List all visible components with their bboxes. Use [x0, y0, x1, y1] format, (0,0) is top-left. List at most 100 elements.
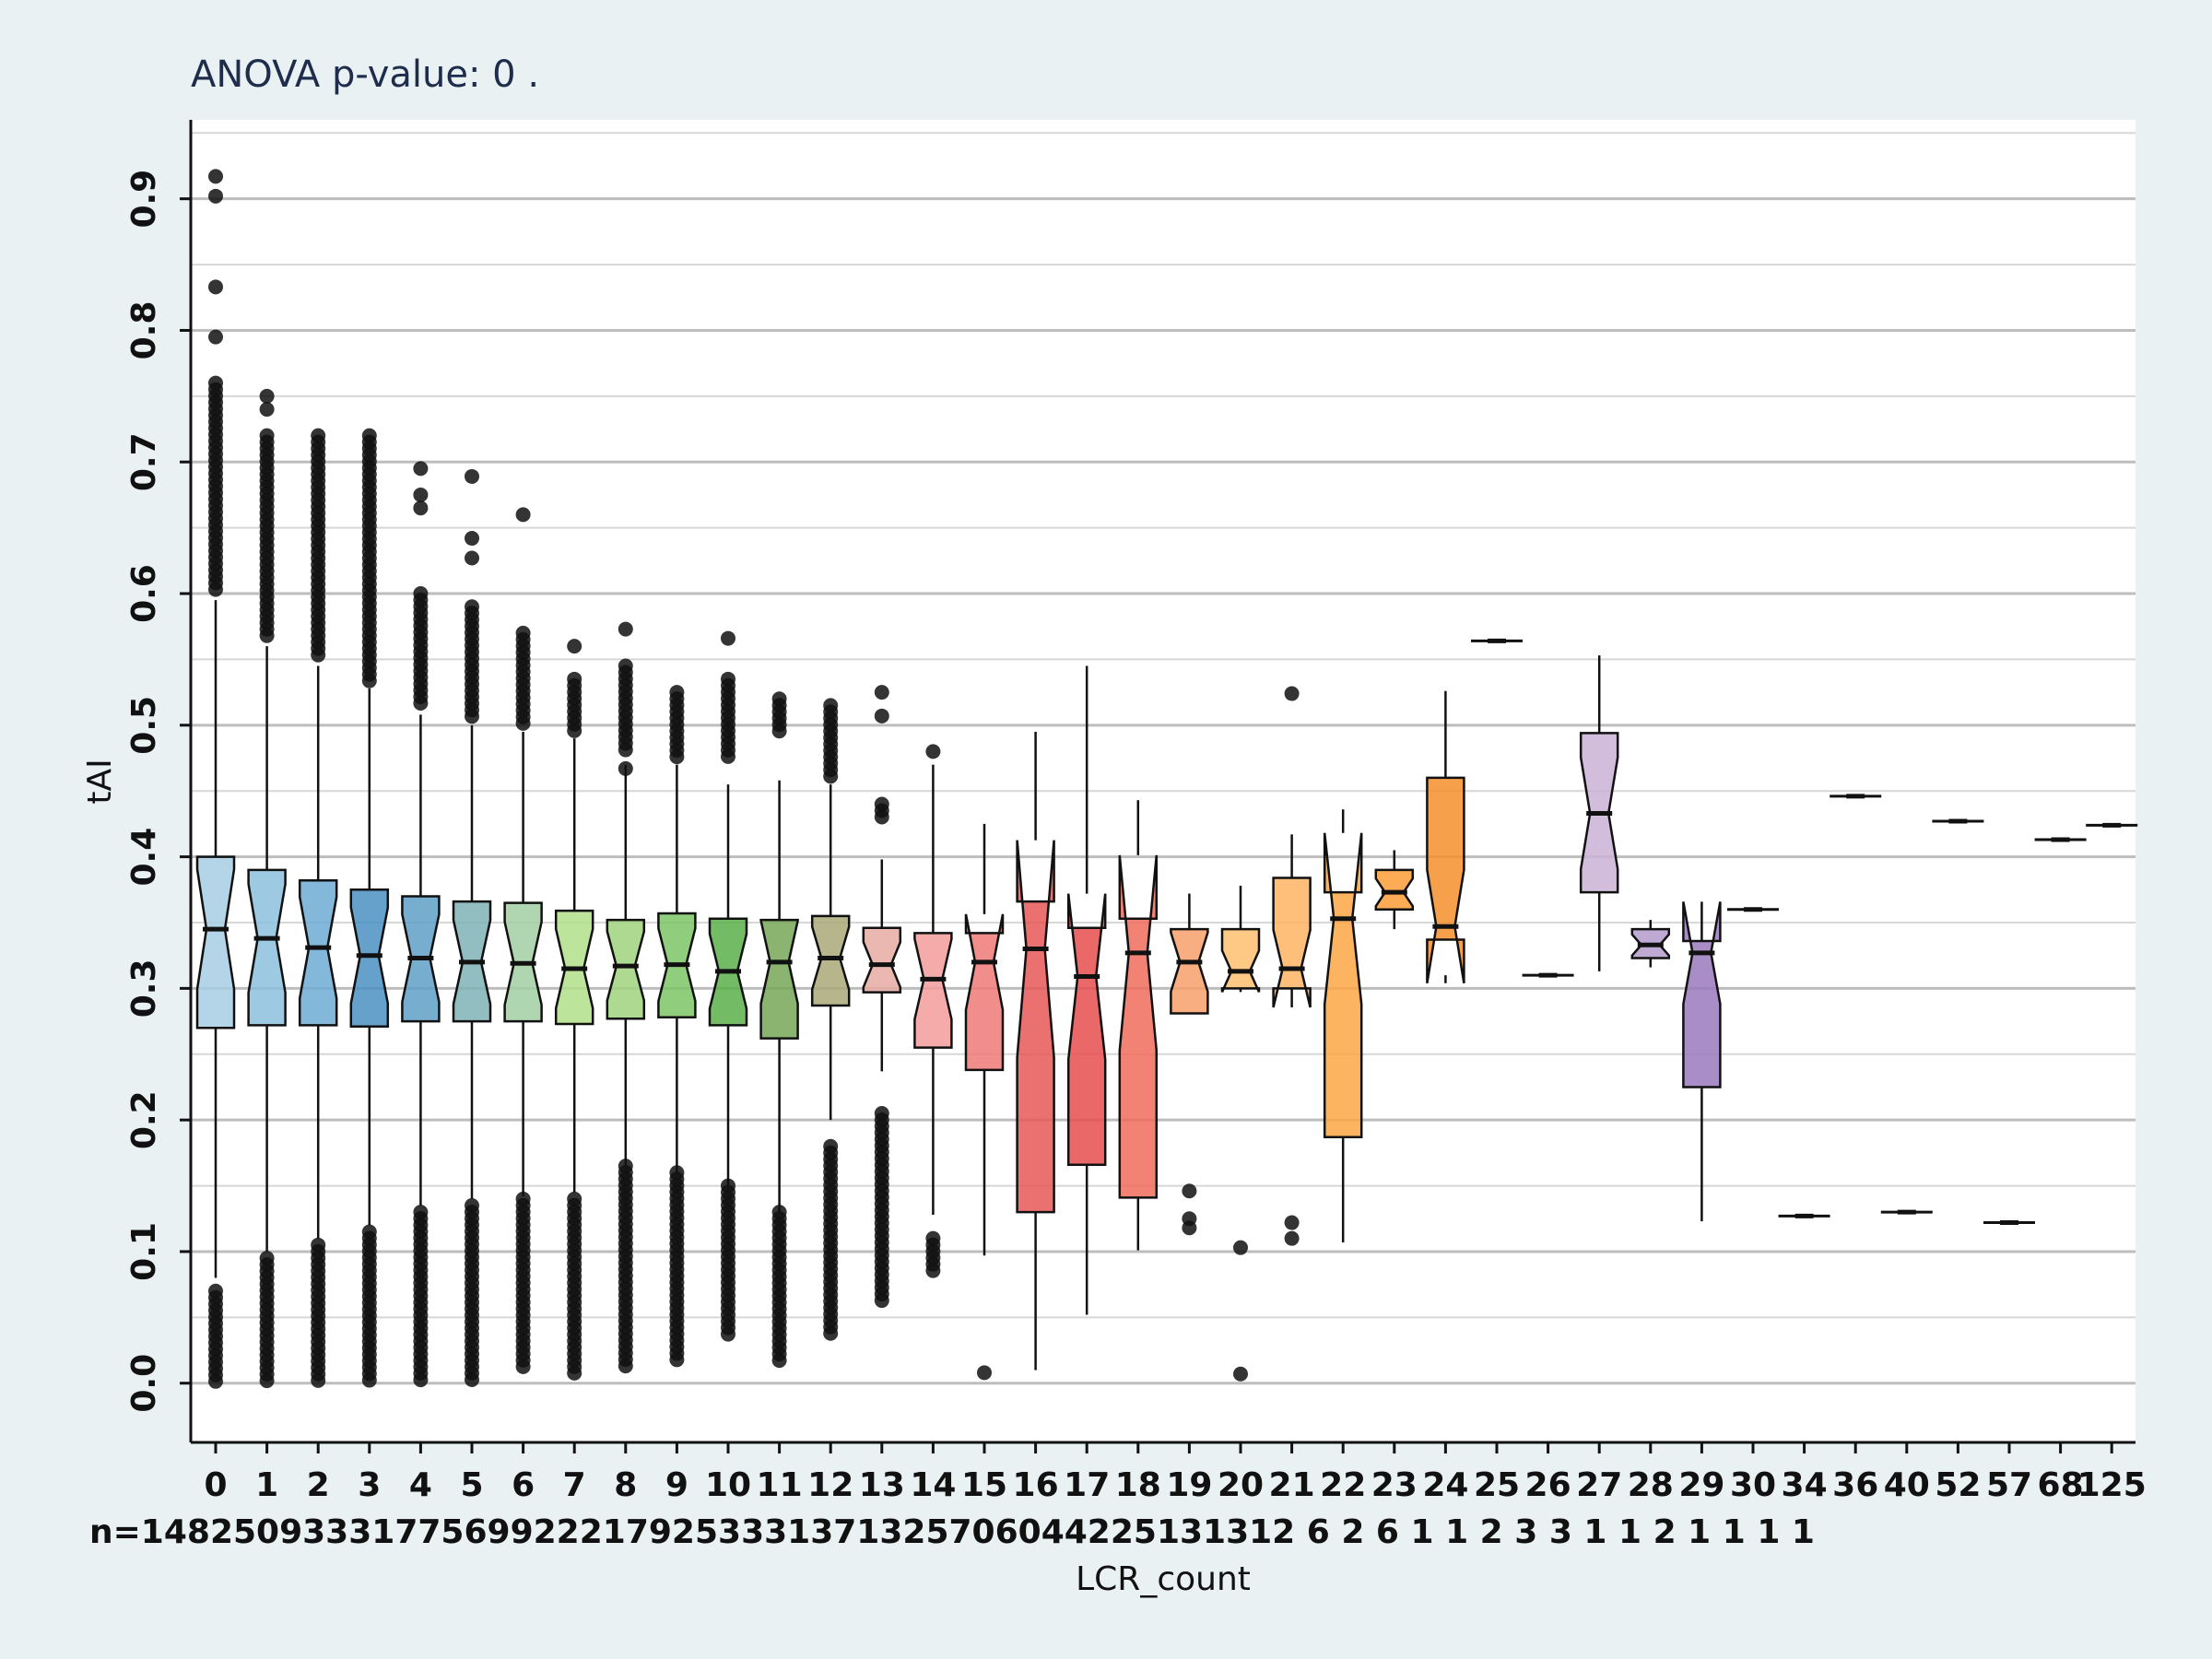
outlier-point: [515, 507, 531, 523]
box-lcr-4: [401, 461, 441, 1388]
box-body: [606, 918, 646, 1020]
x-tick-label: 19: [1166, 1466, 1212, 1504]
outlier-high: [515, 715, 531, 731]
x-tick-label: 20: [1218, 1466, 1264, 1504]
outlier-point: [618, 621, 633, 637]
x-tick-label: 15: [961, 1466, 1007, 1504]
x-tick-label: 40: [1884, 1466, 1930, 1504]
outlier-point: [208, 329, 223, 345]
y-tick-label: 0.5: [125, 696, 163, 755]
grid-lines: [191, 132, 2136, 1385]
outlier-point: [413, 487, 429, 502]
outlier-point: [465, 531, 479, 547]
box-lcr-5: [452, 468, 492, 1387]
y-tick-label: 0.6: [125, 564, 163, 623]
box-body: [1374, 868, 1415, 911]
outlier-high: [874, 809, 889, 825]
outlier-high: [311, 647, 326, 663]
x-tick-label: 6: [512, 1466, 535, 1504]
box-body: [1170, 927, 1209, 1015]
box-lcr-10: [708, 630, 748, 1342]
outlier-high: [567, 723, 582, 738]
x-tick-label: 5: [460, 1466, 483, 1504]
box-body: [195, 855, 236, 1030]
box-lcr-2: [298, 428, 338, 1388]
x-tick-label: 52: [1935, 1466, 1981, 1504]
outlier-point: [1233, 1366, 1248, 1382]
outlier-low: [925, 1263, 941, 1278]
outlier-high: [361, 673, 377, 688]
chart-title: ANOVA p-value: 0 .: [191, 53, 539, 96]
y-tick-label: 0.1: [125, 1222, 163, 1281]
x-tick-label: 125: [2077, 1466, 2147, 1504]
outlier-point: [1182, 1211, 1197, 1227]
outlier-point: [208, 188, 223, 204]
x-tick-label: 0: [204, 1466, 227, 1504]
outlier-point: [208, 169, 223, 184]
box-body: [247, 868, 287, 1027]
box-lcr-29: [1682, 901, 1722, 1222]
outlier-high: [669, 749, 685, 765]
box-body: [913, 932, 953, 1049]
outlier-low: [618, 1359, 633, 1374]
axes: 0.00.10.20.30.40.50.60.70.80.90 1 2 3 4 5 6 7 8 9…: [125, 120, 2147, 1504]
outlier-point: [618, 760, 633, 776]
outlier-point: [874, 685, 889, 700]
box-lcr-24: [1426, 690, 1465, 983]
box-body: [1323, 832, 1363, 1138]
outlier-high: [721, 748, 735, 764]
x-tick-label: 68: [2038, 1466, 2084, 1504]
outlier-point: [977, 1365, 992, 1381]
outlier-high: [413, 696, 429, 712]
outlier-point: [259, 402, 275, 418]
box-body: [1066, 893, 1107, 1166]
outlier-high: [823, 769, 839, 784]
outlier-point: [208, 279, 223, 295]
outlier-low: [515, 1359, 531, 1374]
y-tick-label: 0.3: [125, 959, 163, 1018]
box-body: [298, 879, 338, 1027]
y-tick-label: 0.0: [125, 1354, 163, 1413]
outlier-high: [208, 582, 223, 597]
outlier-low: [669, 1352, 685, 1368]
box-lcr-23: [1374, 850, 1415, 930]
box-lcr-21: [1272, 686, 1312, 1246]
x-tick-label: 2: [307, 1466, 330, 1504]
box-lcr-19: [1170, 893, 1209, 1236]
outlier-point: [1182, 1183, 1197, 1199]
outlier-low: [259, 1373, 275, 1389]
box-lcr-9: [657, 685, 697, 1368]
box-lcr-1: [247, 388, 287, 1389]
box-lcr-18: [1118, 800, 1159, 1251]
x-tick-label: 12: [807, 1466, 853, 1504]
x-tick-label: 1: [255, 1466, 278, 1504]
outlier-point: [413, 500, 429, 516]
x-count-row: n=14825093331775699222179253331371325706…: [89, 1513, 1815, 1551]
outlier-point: [1233, 1240, 1248, 1255]
box-lcr-12: [810, 698, 851, 1341]
box-body: [1220, 927, 1261, 993]
x-tick-label: 3: [358, 1466, 381, 1504]
x-tick-label: 4: [409, 1466, 432, 1504]
box-body: [1682, 901, 1722, 1088]
box-body: [1272, 877, 1312, 1008]
outlier-high: [259, 628, 275, 643]
box-lcr-7: [554, 639, 594, 1381]
box-lcr-28: [1630, 920, 1671, 968]
outlier-low: [208, 1373, 223, 1389]
outlier-point: [465, 468, 479, 484]
x-tick-label: 24: [1422, 1466, 1468, 1504]
y-tick-label: 0.7: [125, 432, 163, 491]
x-tick-label: 11: [757, 1466, 803, 1504]
boxes: [195, 169, 2138, 1389]
y-tick-label: 0.9: [125, 170, 163, 229]
x-tick-label: 18: [1115, 1466, 1161, 1504]
outlier-point: [259, 388, 275, 404]
x-tick-label: 28: [1628, 1466, 1674, 1504]
x-tick-label: 8: [614, 1466, 637, 1504]
box-lcr-14: [913, 744, 953, 1278]
x-tick-label: 30: [1730, 1466, 1776, 1504]
box-lcr-3: [349, 428, 390, 1388]
y-axis-label: tAI: [81, 759, 119, 804]
box-lcr-22: [1323, 809, 1363, 1242]
